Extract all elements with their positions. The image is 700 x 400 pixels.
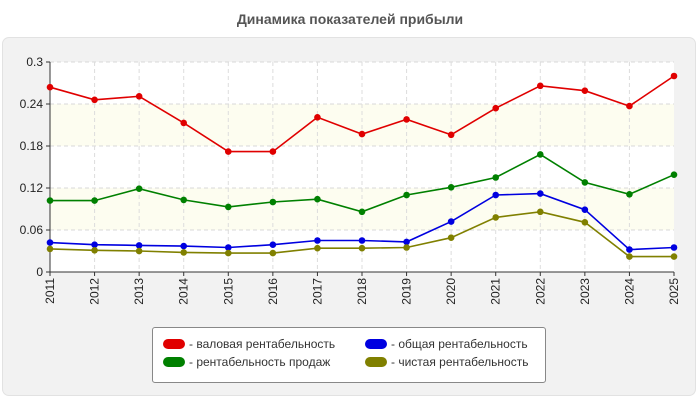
data-point-net-margin	[314, 244, 321, 252]
data-point-sales-margin	[180, 196, 188, 204]
x-tick-label: 2014	[177, 278, 191, 305]
data-point-gross-margin	[447, 131, 455, 139]
data-point-net-margin	[46, 245, 54, 253]
data-point-net-margin	[447, 234, 455, 241]
x-tick-label: 2023	[578, 278, 592, 305]
data-point-gross-margin	[46, 83, 54, 91]
x-tick-label: 2024	[622, 278, 636, 305]
y-tick-label: 0.18	[20, 139, 44, 153]
data-point-sales-margin	[135, 185, 143, 192]
data-point-total-margin	[269, 241, 277, 248]
x-tick-label: 2021	[489, 278, 503, 305]
legend-item-total-margin: - общая рентабельность	[365, 337, 528, 351]
data-point-sales-margin	[358, 208, 366, 216]
data-point-net-margin	[581, 219, 589, 226]
x-tick-label: 2018	[355, 278, 369, 305]
data-point-net-margin	[626, 253, 633, 260]
y-tick-label: 0.12	[20, 181, 44, 195]
legend-swatch-net-margin	[365, 357, 387, 367]
data-point-net-margin	[91, 247, 98, 254]
data-point-sales-margin	[403, 191, 410, 199]
legend-swatch-gross-margin	[163, 339, 185, 349]
data-point-sales-margin	[314, 195, 321, 203]
data-point-sales-margin	[626, 191, 633, 198]
data-point-sales-margin	[581, 179, 589, 186]
data-point-gross-margin	[626, 102, 633, 110]
x-tick-label: 2011	[43, 278, 57, 304]
data-point-total-margin	[224, 244, 232, 251]
y-tick-label: 0	[36, 265, 43, 279]
data-point-sales-margin	[492, 174, 500, 181]
data-point-total-margin	[447, 218, 455, 225]
legend-swatch-sales-margin	[163, 357, 185, 367]
data-point-sales-margin	[536, 151, 544, 158]
data-point-gross-margin	[403, 116, 410, 123]
data-point-gross-margin	[314, 114, 321, 121]
data-point-total-margin	[46, 239, 54, 246]
x-tick-label: 2013	[132, 278, 146, 305]
x-tick-label: 2020	[444, 278, 458, 305]
data-point-net-margin	[180, 249, 188, 256]
data-point-total-margin	[492, 191, 500, 199]
legend-swatch-total-margin	[365, 339, 387, 349]
data-point-gross-margin	[135, 93, 143, 100]
data-point-gross-margin	[358, 130, 366, 138]
legend-item-net-margin: - чистая рентабельность	[365, 355, 528, 369]
data-point-net-margin	[224, 249, 232, 257]
data-point-net-margin	[135, 247, 143, 255]
data-point-sales-margin	[447, 184, 455, 191]
data-point-net-margin	[403, 244, 410, 251]
data-point-total-margin	[670, 244, 678, 251]
x-tick-label: 2025	[667, 278, 681, 305]
legend-item-gross-margin: - валовая рентабельность	[163, 337, 335, 351]
data-point-total-margin	[403, 238, 410, 246]
data-point-sales-margin	[91, 197, 98, 204]
data-point-gross-margin	[536, 82, 544, 90]
y-tick-label: 0.3	[26, 55, 43, 69]
data-point-net-margin	[492, 214, 500, 221]
y-tick-label: 0.24	[20, 97, 44, 111]
data-point-net-margin	[358, 244, 366, 252]
data-point-total-margin	[180, 242, 188, 250]
data-point-gross-margin	[180, 119, 188, 127]
x-tick-label: 2019	[400, 278, 414, 305]
data-point-total-margin	[314, 237, 321, 244]
data-point-gross-margin	[269, 148, 277, 155]
data-point-sales-margin	[224, 203, 232, 211]
data-point-total-margin	[358, 237, 366, 244]
chart-title: Динамика показателей прибыли	[236, 11, 464, 27]
data-point-gross-margin	[670, 72, 678, 80]
x-tick-label: 2016	[266, 278, 280, 305]
legend-label-net-margin: - чистая рентабельность	[391, 355, 529, 369]
data-point-gross-margin	[581, 87, 589, 94]
x-tick-label: 2012	[88, 278, 102, 305]
data-point-gross-margin	[492, 104, 500, 112]
legend-label-sales-margin: - рентабельность продаж	[189, 355, 331, 369]
data-point-gross-margin	[224, 148, 232, 155]
data-point-net-margin	[670, 253, 678, 260]
data-point-net-margin	[536, 208, 544, 216]
y-tick-label: 0.06	[20, 223, 44, 237]
data-point-total-margin	[91, 241, 98, 248]
chart-legend: - валовая рентабельность - общая рентабе…	[152, 327, 546, 383]
x-tick-label: 2017	[310, 278, 324, 305]
data-point-net-margin	[269, 249, 277, 257]
data-point-sales-margin	[269, 198, 277, 206]
data-point-sales-margin	[670, 171, 678, 178]
legend-label-gross-margin: - валовая рентабельность	[189, 337, 336, 351]
data-point-total-margin	[626, 246, 633, 253]
x-tick-label: 2022	[533, 278, 547, 305]
data-point-total-margin	[135, 242, 143, 249]
data-point-gross-margin	[91, 96, 98, 104]
legend-item-sales-margin: - рентабельность продаж	[163, 355, 330, 369]
data-point-total-margin	[536, 190, 544, 197]
x-tick-label: 2015	[221, 278, 235, 305]
data-point-sales-margin	[46, 197, 54, 204]
legend-label-total-margin: - общая рентабельность	[391, 337, 528, 351]
data-point-total-margin	[581, 206, 589, 213]
